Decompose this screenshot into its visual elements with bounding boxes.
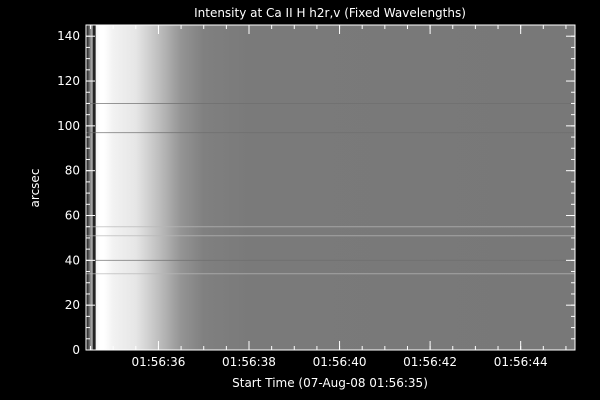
y-tick-label: 120 — [57, 74, 80, 88]
axes: 01:56:36 01:56:38 01:56:40 01:56:42 01:56:44… — [57, 24, 576, 369]
x-tick-label: 01:56:40 — [313, 355, 367, 369]
x-tick-label: 01:56:38 — [222, 355, 276, 369]
x-tick-label: 01:56:44 — [494, 355, 548, 369]
y-tick-label: 100 — [57, 119, 80, 133]
y-tick-label: 0 — [72, 343, 80, 357]
chart-title: Intensity at Ca II H h2r,v (Fixed Wavele… — [194, 6, 466, 20]
x-tick-label: 01:56:36 — [131, 355, 185, 369]
intensity-image — [86, 25, 575, 350]
x-tick-label: 01:56:42 — [403, 355, 457, 369]
y-tick-label: 40 — [65, 253, 80, 267]
y-tick-label: 80 — [65, 164, 80, 178]
y-tick-label: 140 — [57, 29, 80, 43]
plot-area — [86, 25, 575, 350]
y-tick-label: 20 — [65, 298, 80, 312]
y-tick-label: 60 — [65, 209, 80, 223]
dark-column — [92, 25, 96, 350]
x-axis-label: Start Time (07-Aug-08 01:56:35) — [232, 376, 428, 390]
y-axis-label: arcsec — [28, 169, 42, 208]
plot-frame — [85, 24, 576, 351]
